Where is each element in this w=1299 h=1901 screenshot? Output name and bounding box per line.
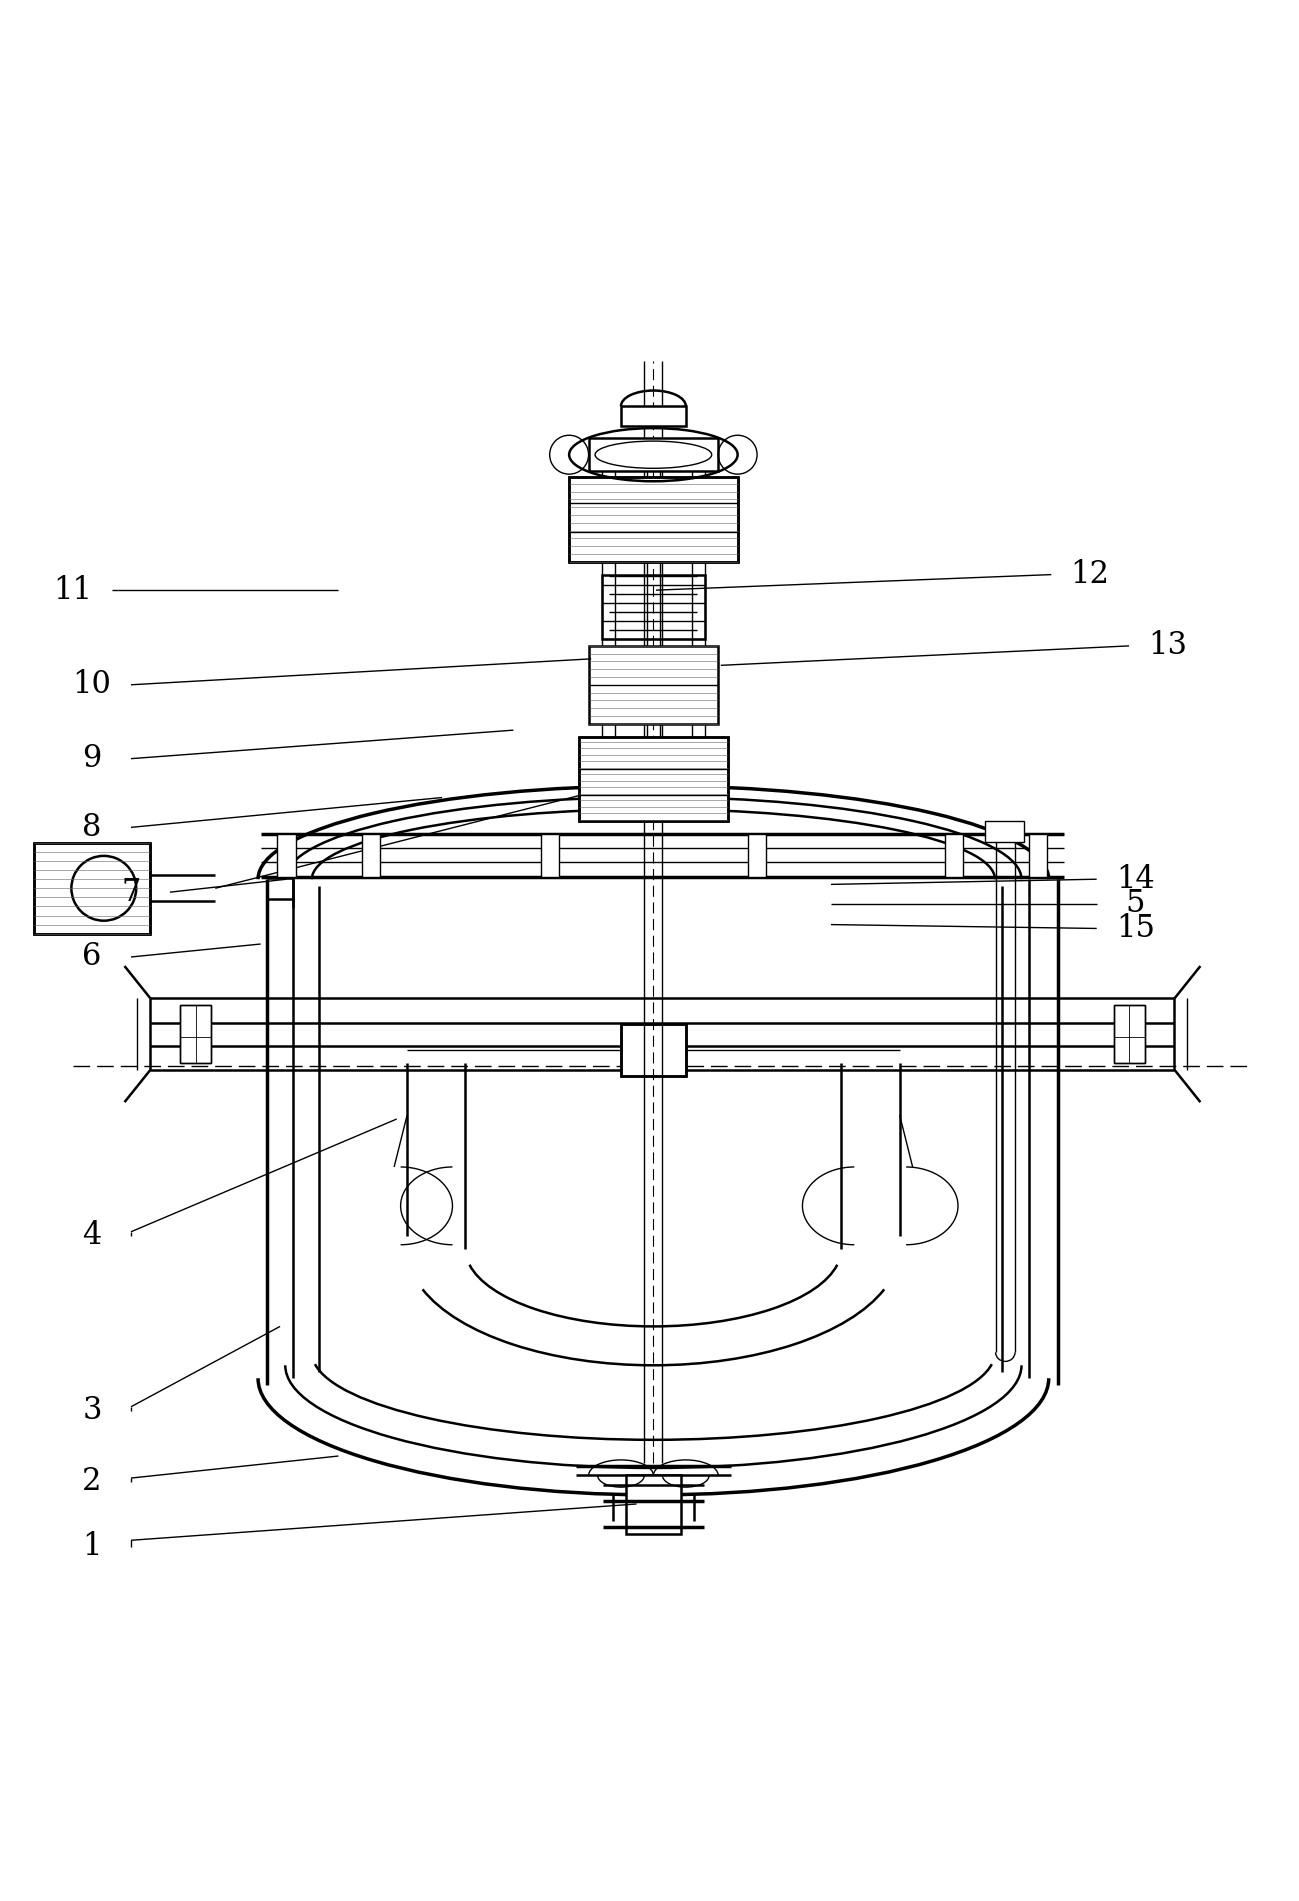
Text: 11: 11: [53, 574, 92, 606]
Text: 6: 6: [82, 941, 101, 973]
Text: 4: 4: [83, 1220, 101, 1251]
Text: 9: 9: [83, 743, 101, 774]
Text: 8: 8: [82, 812, 101, 842]
Bar: [569, 477, 738, 561]
Text: 14: 14: [1116, 863, 1155, 895]
Bar: [588, 439, 718, 471]
Bar: [34, 842, 151, 933]
Bar: [621, 1025, 686, 1076]
Text: 15: 15: [1116, 912, 1155, 945]
Bar: [588, 646, 718, 724]
Bar: [34, 842, 151, 933]
Bar: [278, 835, 296, 876]
Bar: [946, 835, 963, 876]
Bar: [1113, 1006, 1144, 1063]
Bar: [181, 1006, 212, 1063]
Bar: [621, 407, 686, 426]
Bar: [748, 835, 766, 876]
Bar: [1029, 835, 1047, 876]
Text: 10: 10: [73, 669, 112, 700]
Bar: [579, 736, 727, 821]
Bar: [601, 574, 705, 639]
Bar: [579, 736, 727, 821]
Text: 3: 3: [82, 1395, 101, 1426]
Text: 1: 1: [82, 1532, 101, 1563]
Text: 7: 7: [121, 876, 140, 907]
Bar: [626, 1475, 681, 1534]
Bar: [181, 1006, 212, 1063]
Bar: [1113, 1006, 1144, 1063]
Bar: [621, 1025, 686, 1076]
Bar: [540, 835, 559, 876]
Bar: [361, 835, 379, 876]
Bar: [569, 477, 738, 561]
Text: 13: 13: [1148, 631, 1187, 662]
Text: 12: 12: [1070, 559, 1109, 589]
Bar: [985, 821, 1024, 842]
Text: 2: 2: [82, 1466, 101, 1498]
Text: 5: 5: [1126, 888, 1146, 920]
